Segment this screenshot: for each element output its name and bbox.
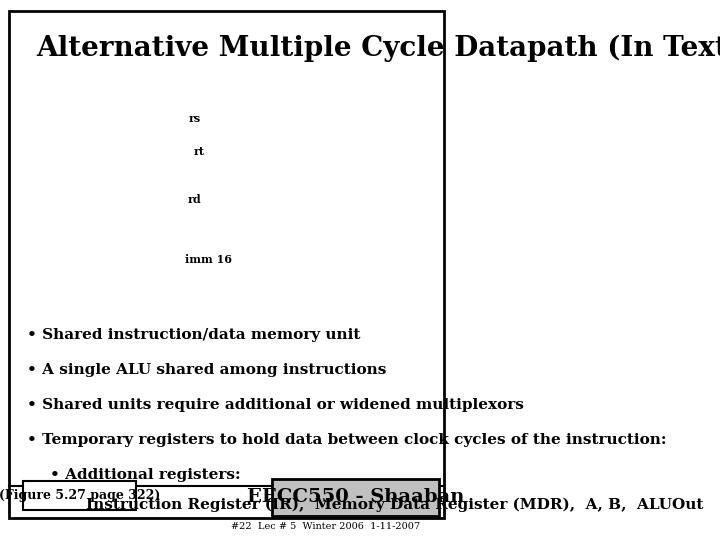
Text: Alternative Multiple Cycle Datapath (In Textbook): Alternative Multiple Cycle Datapath (In … — [36, 35, 720, 63]
Text: rt: rt — [194, 146, 204, 157]
Text: • Temporary registers to hold data between clock cycles of the instruction:: • Temporary registers to hold data betwe… — [27, 433, 667, 447]
Text: rs: rs — [189, 113, 201, 124]
FancyBboxPatch shape — [271, 479, 439, 516]
Text: (Figure 5.27 page 322): (Figure 5.27 page 322) — [0, 489, 160, 502]
Text: • Additional registers:: • Additional registers: — [50, 468, 240, 482]
Text: imm 16: imm 16 — [185, 254, 232, 265]
Text: • Shared units require additional or widened multiplexors: • Shared units require additional or wid… — [27, 398, 524, 412]
FancyBboxPatch shape — [22, 481, 136, 510]
FancyBboxPatch shape — [9, 11, 444, 518]
Text: Instruction Register (IR),  Memory Data Register (MDR),  A, B,  ALUOut: Instruction Register (IR), Memory Data R… — [86, 498, 703, 512]
Text: • Shared instruction/data memory unit: • Shared instruction/data memory unit — [27, 328, 361, 342]
Text: #22  Lec # 5  Winter 2006  1-11-2007: #22 Lec # 5 Winter 2006 1-11-2007 — [232, 522, 420, 531]
Text: EECC550 - Shaaban: EECC550 - Shaaban — [247, 488, 464, 507]
Text: • A single ALU shared among instructions: • A single ALU shared among instructions — [27, 363, 387, 377]
Text: rd: rd — [188, 194, 202, 205]
